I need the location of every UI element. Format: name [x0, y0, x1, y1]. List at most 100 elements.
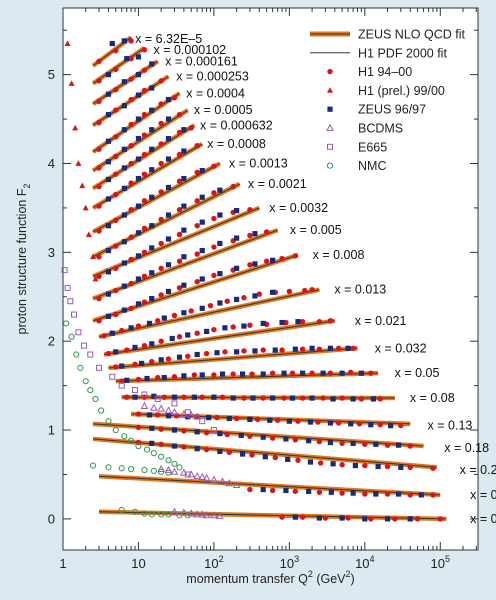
h1-prel-point: [92, 275, 99, 282]
legend-label: H1 (prel.) 99/00: [358, 84, 445, 98]
zeus-point: [105, 176, 112, 183]
h1-point: [263, 258, 270, 264]
h1-point: [345, 515, 351, 521]
h1-point: [141, 87, 148, 94]
zeus-point: [135, 203, 142, 209]
bin-label: x = 0.008: [313, 248, 365, 262]
h1-point: [128, 160, 134, 167]
h1-point: [113, 311, 119, 318]
h1-point: [158, 292, 164, 298]
zeus-point: [309, 395, 315, 401]
h1-point: [141, 67, 148, 73]
bcdms-point: [170, 467, 179, 475]
h1-point: [247, 206, 253, 213]
h1-point: [317, 460, 324, 466]
zeus-point: [135, 54, 142, 60]
nmc-point: [171, 460, 178, 467]
bcdms-point: [202, 473, 211, 481]
bin-label: x = 0.032: [375, 341, 427, 355]
bcdms-point: [216, 511, 224, 520]
h1-point: [158, 101, 164, 107]
zeus-point: [149, 425, 155, 431]
e665-point: [75, 329, 82, 336]
h1-point: [211, 272, 217, 279]
h1-point: [316, 489, 323, 495]
e665-point: [199, 418, 206, 425]
h1-point: [211, 190, 217, 196]
h1-point: [141, 111, 148, 118]
h1-point: [176, 151, 183, 158]
h1-point: [181, 444, 187, 450]
zeus-point: [158, 357, 164, 363]
bin-label: x = 0.005: [290, 223, 342, 237]
bin-label: x = 0.000632: [200, 118, 273, 132]
h1-point: [256, 291, 263, 297]
h1-point: [222, 349, 228, 355]
h1-point: [316, 318, 323, 325]
zeus-point: [121, 283, 127, 289]
e665-point: [154, 395, 161, 402]
bin-label: x = 0.25: [460, 463, 496, 477]
h1-prel-point: [82, 204, 89, 211]
zeus-point: [300, 370, 306, 376]
h1-point: [247, 262, 253, 268]
h1-point: [141, 225, 148, 232]
h1-point: [141, 151, 148, 158]
h1-point: [281, 395, 287, 401]
h1-point: [339, 462, 345, 468]
x-axis-title: momentum transfer Q2 (GeV2): [186, 569, 354, 586]
zeus-point: [135, 175, 142, 182]
zeus-point: [267, 417, 273, 423]
h1-point: [407, 443, 413, 449]
nmc-point: [165, 457, 172, 464]
y-tick-label: 2: [48, 334, 55, 349]
h1-point: [299, 395, 306, 401]
nmc-point: [118, 506, 125, 514]
zeus-point: [121, 103, 127, 109]
bin-label: x = 0.013: [334, 283, 386, 297]
zeus-point: [199, 305, 205, 311]
h1-point: [124, 394, 130, 400]
bcdms-point: [157, 404, 166, 412]
h1-point: [141, 299, 148, 305]
h1-point: [384, 491, 391, 497]
zeus-point: [375, 463, 381, 470]
y-tick-label: 1: [48, 423, 55, 438]
zeus-point: [169, 335, 175, 342]
zeus-point: [165, 156, 172, 162]
h1-point: [274, 417, 281, 423]
h1-point: [158, 265, 164, 272]
zeus-point: [135, 116, 142, 122]
h1-point: [113, 364, 119, 370]
h1-point: [128, 96, 134, 103]
h1-point: [254, 416, 261, 423]
zeus-point: [217, 187, 223, 193]
zeus-point: [239, 451, 246, 457]
x-tick-label: 10: [131, 556, 145, 571]
h1-point: [161, 394, 167, 400]
zeus-point: [121, 127, 127, 133]
h1-point: [194, 222, 200, 229]
bcdms-point: [187, 509, 196, 517]
bin-label: x = 0.18: [444, 441, 489, 455]
h1-point: [269, 370, 276, 376]
zeus-point: [165, 212, 172, 218]
zeus-point: [121, 146, 127, 152]
bcdms-point: [193, 471, 202, 480]
h1-point: [113, 217, 119, 224]
h1-point: [299, 318, 306, 325]
nmc-point: [89, 462, 97, 469]
nmc-point: [63, 320, 70, 327]
bcdms-point: [187, 470, 196, 478]
h1-point: [194, 278, 200, 285]
bcdms-point: [198, 510, 207, 518]
zeus-point: [285, 456, 291, 462]
h1-point: [158, 78, 164, 84]
zeus-point: [199, 219, 205, 225]
zeus-point: [121, 307, 127, 313]
h1-point: [141, 342, 148, 349]
h1-point: [141, 171, 148, 177]
h1-point: [113, 134, 119, 140]
zeus-point: [199, 276, 205, 282]
zeus-point: [149, 194, 155, 200]
